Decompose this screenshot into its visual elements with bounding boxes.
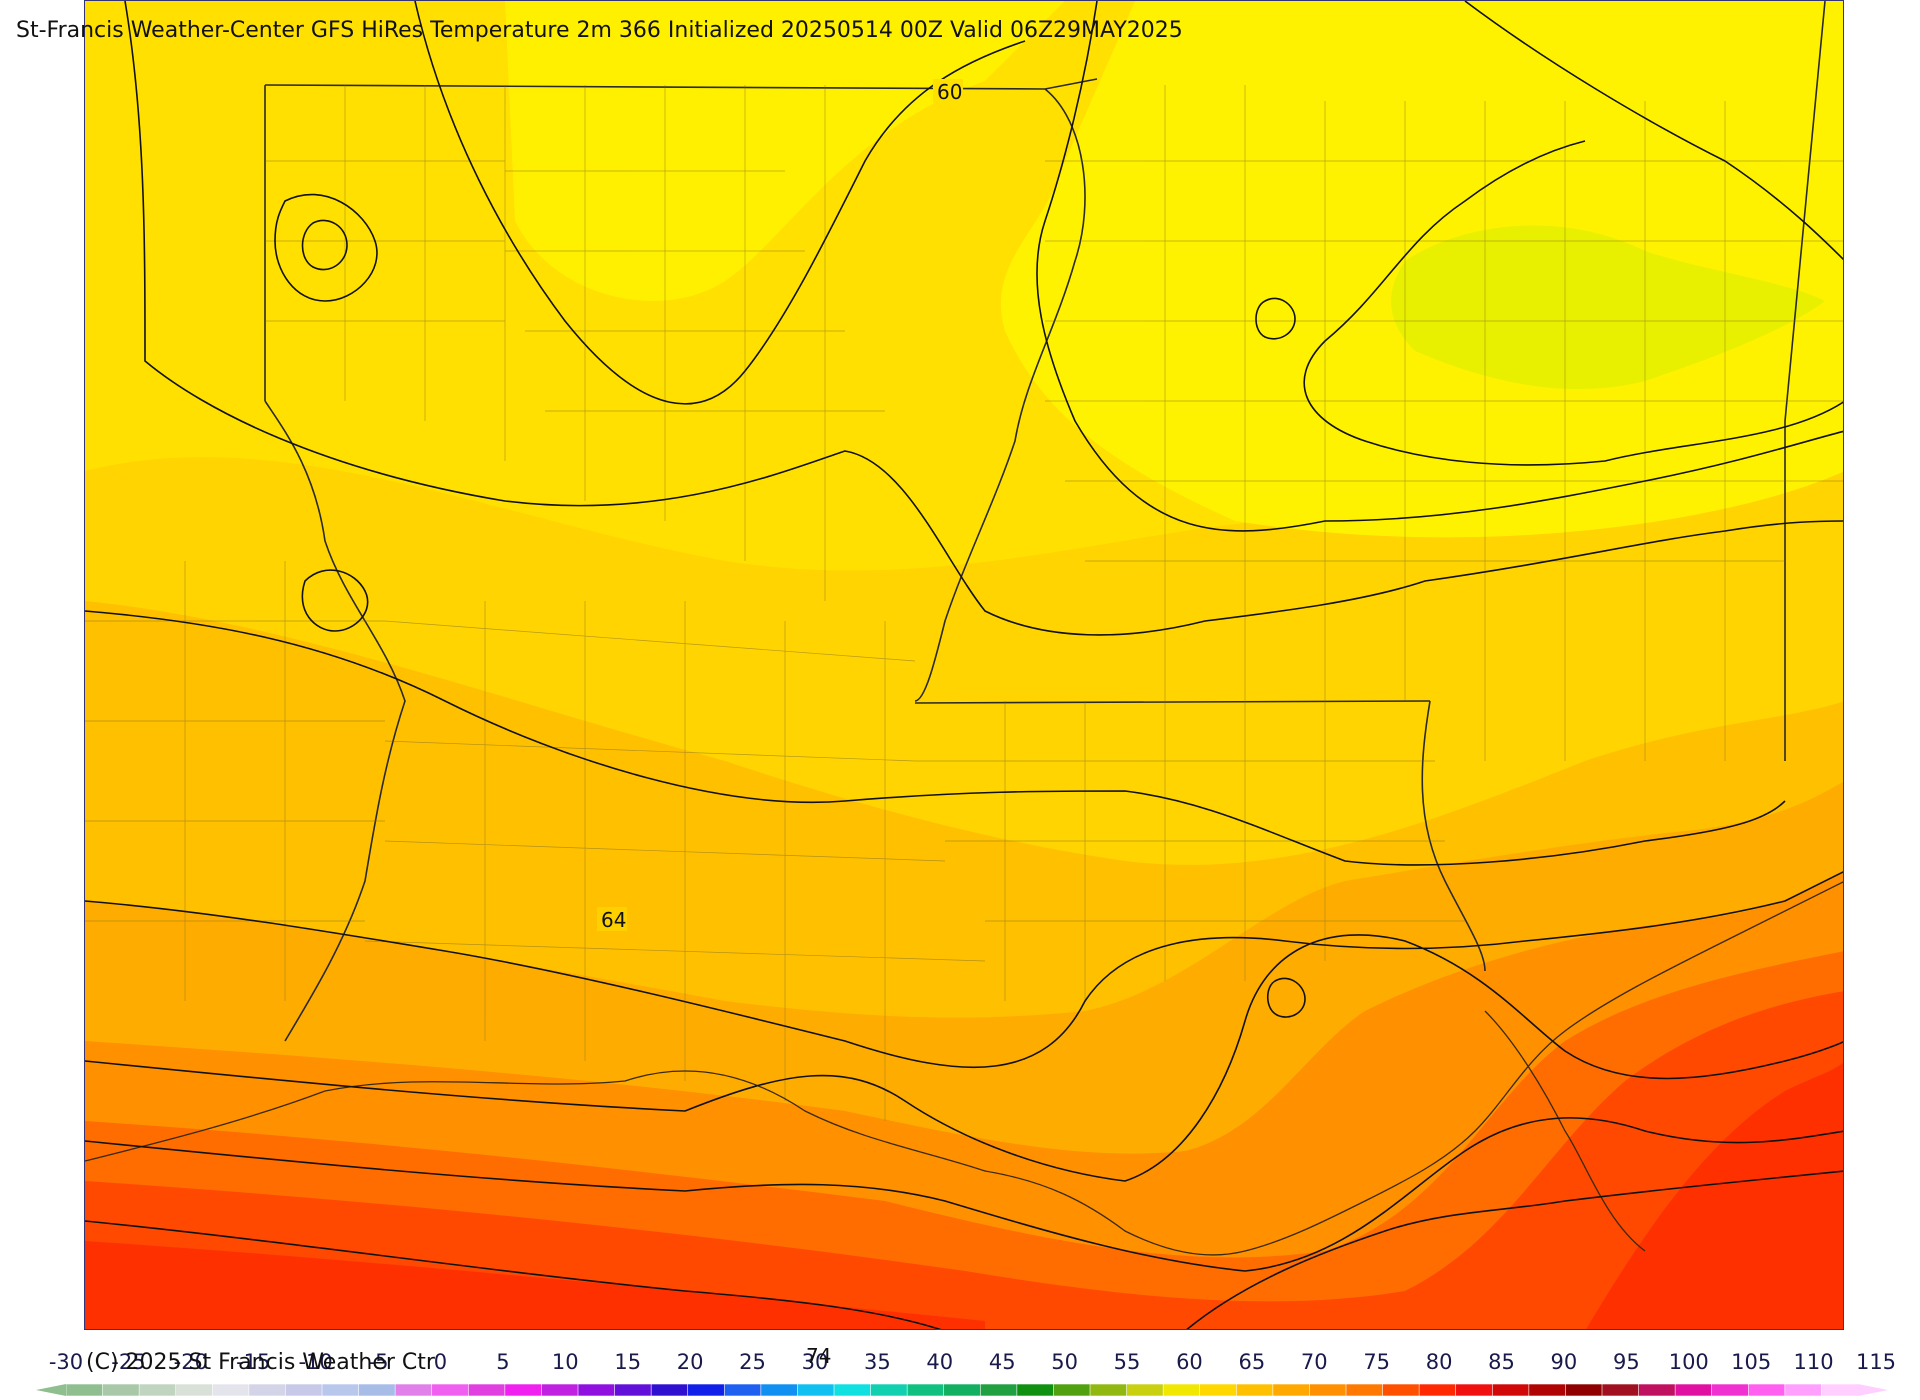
- colorbar-tick-label: -15: [236, 1350, 271, 1374]
- colorbar-cell: [175, 1383, 214, 1397]
- coastline: [85, 881, 1843, 1256]
- colorbar-cell: [1528, 1383, 1567, 1397]
- contour-label-74-wrapper: 74: [806, 1344, 831, 1368]
- colorbar-cell: [1345, 1383, 1384, 1397]
- colorbar-cell: [687, 1383, 726, 1397]
- colorbar-cell: [1162, 1383, 1201, 1397]
- colorbar-tick-label: 90: [1550, 1350, 1578, 1374]
- colorbar-tick-label: 85: [1488, 1350, 1515, 1374]
- colorbar-cells: [36, 1383, 1888, 1397]
- state-borders: [264, 1, 1826, 1042]
- colorbar-cell: [577, 1383, 616, 1397]
- colorbar-tick-label: -20: [173, 1350, 208, 1374]
- temperature-map: 60 64: [85, 1, 1843, 1329]
- colorbar-cell: [65, 1383, 104, 1397]
- colorbar-cell: [1455, 1383, 1494, 1397]
- colorbar-cell: [797, 1383, 835, 1397]
- colorbar-left-arrow: [36, 1384, 66, 1396]
- colorbar-cell: [102, 1383, 140, 1397]
- colorbar-tick-label: 0: [433, 1350, 448, 1374]
- temperature-colorbar: [36, 1383, 1888, 1397]
- colorbar-cell: [248, 1383, 287, 1397]
- map-title: St-Francis Weather-Center GFS HiRes Temp…: [16, 18, 1183, 43]
- colorbar-tick-label: 40: [926, 1350, 954, 1374]
- colorbar-tick-label: 105: [1731, 1350, 1772, 1374]
- colorbar-cell: [870, 1383, 908, 1397]
- colorbar-cell: [650, 1383, 689, 1397]
- colorbar-tick-label: -25: [111, 1350, 146, 1374]
- colorbar-tick-label: 80: [1425, 1350, 1453, 1374]
- colorbar-cell: [833, 1383, 872, 1397]
- colorbar-cell: [1674, 1383, 1713, 1397]
- colorbar-tick-label: 55: [1113, 1350, 1141, 1374]
- colorbar-cell: [1565, 1383, 1603, 1397]
- colorbar-tick-label: 5: [496, 1350, 510, 1374]
- colorbar-tick-label: 110: [1793, 1350, 1834, 1374]
- colorbar-tick-label: 10: [551, 1350, 579, 1374]
- colorbar-cell: [504, 1383, 543, 1397]
- colorbar-tick-label: 75: [1363, 1350, 1391, 1374]
- colorbar-tick-label: -5: [367, 1350, 389, 1374]
- colorbar-tick-label: 115: [1855, 1350, 1897, 1374]
- colorbar-tick-label: 15: [614, 1350, 642, 1374]
- colorbar-cell: [1821, 1383, 1859, 1397]
- colorbar-cell: [1309, 1383, 1347, 1397]
- colorbar-cell: [1747, 1383, 1786, 1397]
- colorbar-tick-label: -10: [298, 1350, 333, 1374]
- colorbar-cell: [1711, 1383, 1750, 1397]
- colorbar-tick-label: 20: [676, 1350, 704, 1374]
- map-panel: 60 64: [84, 0, 1844, 1330]
- colorbar-cell: [467, 1383, 506, 1397]
- colorbar-cell: [760, 1383, 799, 1397]
- colorbar-cell: [1272, 1383, 1311, 1397]
- colorbar-cell: [541, 1383, 579, 1397]
- colorbar-cell: [1235, 1383, 1274, 1397]
- colorbar-cell: [1053, 1383, 1091, 1397]
- colorbar-tick-label: 70: [1300, 1350, 1328, 1374]
- colorbar-cell: [1418, 1383, 1457, 1397]
- colorbar-cell: [321, 1383, 360, 1397]
- colorbar-cell: [906, 1383, 945, 1397]
- contour-label-74: 74: [806, 1344, 832, 1368]
- colorbar-cell: [1784, 1383, 1823, 1397]
- colorbar-cell: [211, 1383, 250, 1397]
- contour-label-60: 60: [937, 80, 962, 104]
- county-lines: [85, 85, 1843, 1121]
- colorbar-tick-label: -30: [48, 1350, 84, 1374]
- colorbar-right-arrow: [1858, 1384, 1888, 1396]
- colorbar-cell: [1016, 1383, 1055, 1397]
- colorbar-cell: [394, 1383, 433, 1397]
- colorbar-cell: [285, 1383, 323, 1397]
- temperature-fill-bands: [85, 1, 1843, 1329]
- colorbar-tick-label: 60: [1176, 1350, 1203, 1374]
- colorbar-tick-label: 65: [1238, 1350, 1266, 1374]
- colorbar-tick-label: 35: [864, 1350, 891, 1374]
- colorbar-tick-label: 100: [1668, 1350, 1709, 1374]
- contour-labels: 60 64: [597, 79, 963, 932]
- colorbar-cell: [979, 1383, 1018, 1397]
- contour-label-64: 64: [601, 908, 626, 932]
- copyright-text: (C) 2025 St Francis Weather Ctr: [86, 1350, 435, 1375]
- colorbar-tick-label: 95: [1612, 1350, 1640, 1374]
- colorbar-tick-label: 30: [801, 1350, 829, 1374]
- colorbar-cell: [1382, 1383, 1420, 1397]
- colorbar-cell: [1601, 1383, 1640, 1397]
- colorbar-cell: [723, 1383, 762, 1397]
- colorbar-cell: [1126, 1383, 1164, 1397]
- colorbar-cell: [614, 1383, 652, 1397]
- colorbar-cell: [138, 1383, 177, 1397]
- colorbar-tick-label: 45: [988, 1350, 1016, 1374]
- colorbar-tick-label: 25: [739, 1350, 766, 1374]
- colorbar-cell: [1638, 1383, 1676, 1397]
- colorbar-cell: [1199, 1383, 1238, 1397]
- colorbar-cell: [1491, 1383, 1530, 1397]
- colorbar-cell: [1089, 1383, 1128, 1397]
- isotherm-contours: [85, 1, 1843, 1329]
- colorbar-tick-label: 50: [1051, 1350, 1078, 1374]
- colorbar-cell: [943, 1383, 982, 1397]
- colorbar-cell: [431, 1383, 470, 1397]
- colorbar-cell: [358, 1383, 396, 1397]
